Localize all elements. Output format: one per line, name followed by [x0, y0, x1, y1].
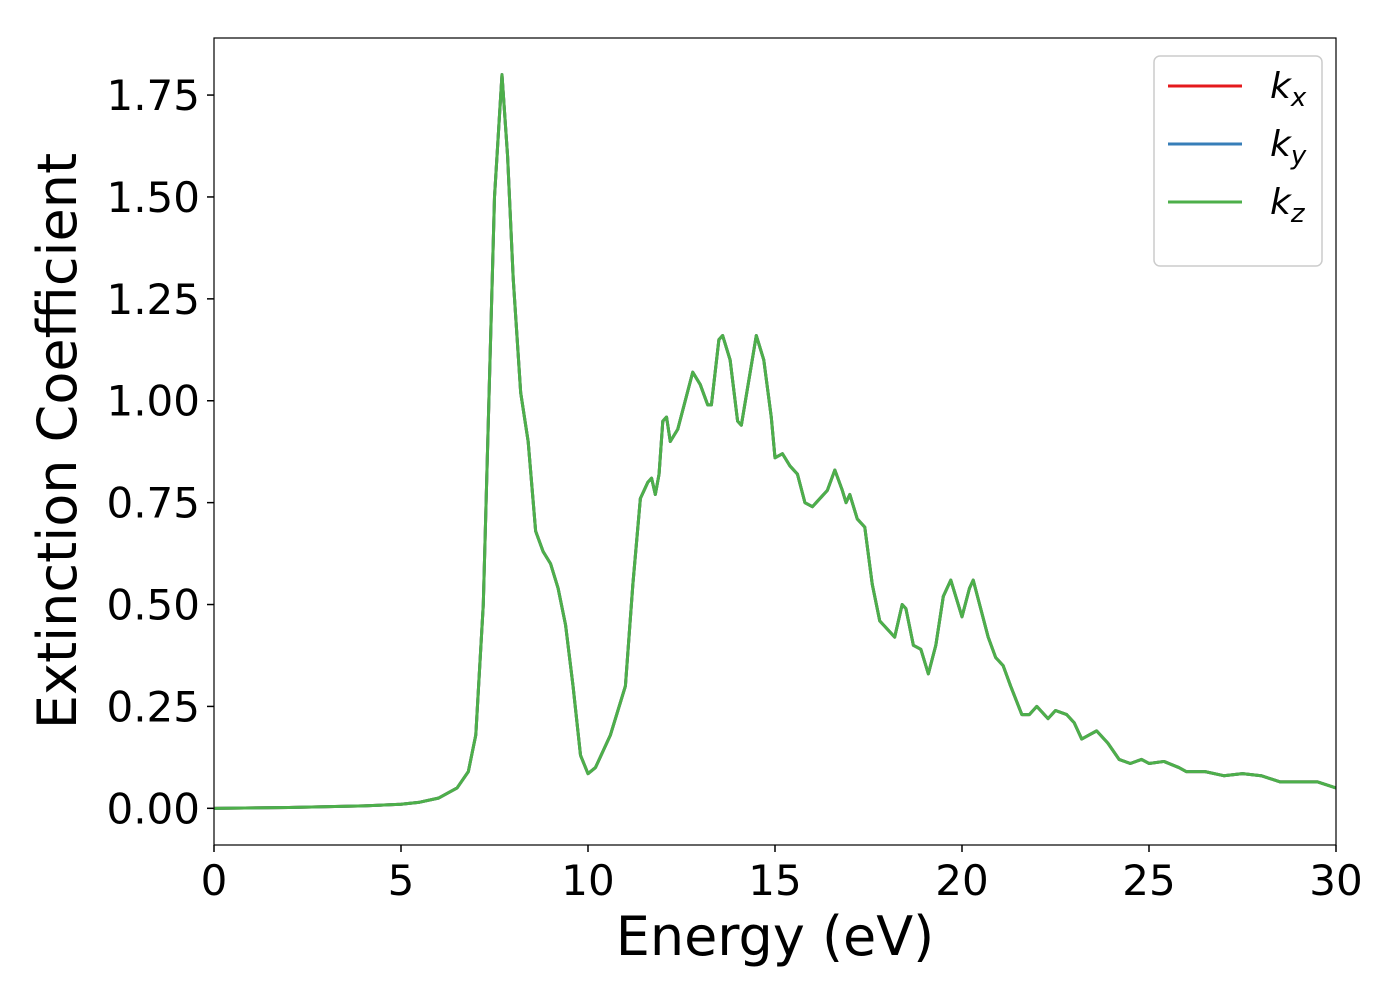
x-tick-label: 5: [388, 856, 415, 905]
y-tick-label: 0.00: [106, 784, 200, 833]
plot-frame: [213, 37, 1337, 846]
y-tick-label: 0.50: [106, 581, 200, 630]
x-tick-label: 30: [1309, 856, 1362, 905]
legend-label: kx: [1270, 66, 1307, 113]
legend-label: ky: [1270, 124, 1307, 171]
x-axis-label: Energy (eV): [616, 905, 935, 968]
x-tick-label: 25: [1122, 856, 1175, 905]
y-tick-label: 1.50: [106, 173, 200, 222]
y-tick-label: 1.00: [106, 377, 200, 426]
x-tick-label: 10: [561, 856, 614, 905]
y-tick-label: 0.75: [106, 479, 200, 528]
legend-box: [1153, 55, 1323, 267]
legend-label: kz: [1270, 182, 1306, 229]
data-line: [214, 73, 1336, 810]
y-axis-label: Extinction Coefficient: [26, 153, 89, 729]
y-tick-label: 1.25: [106, 275, 200, 324]
y-tick-label: 0.25: [106, 682, 200, 731]
x-tick-label: 20: [935, 856, 988, 905]
y-tick-label: 1.75: [106, 71, 200, 120]
x-tick-label: 0: [201, 856, 228, 905]
x-tick-label: 15: [748, 856, 801, 905]
